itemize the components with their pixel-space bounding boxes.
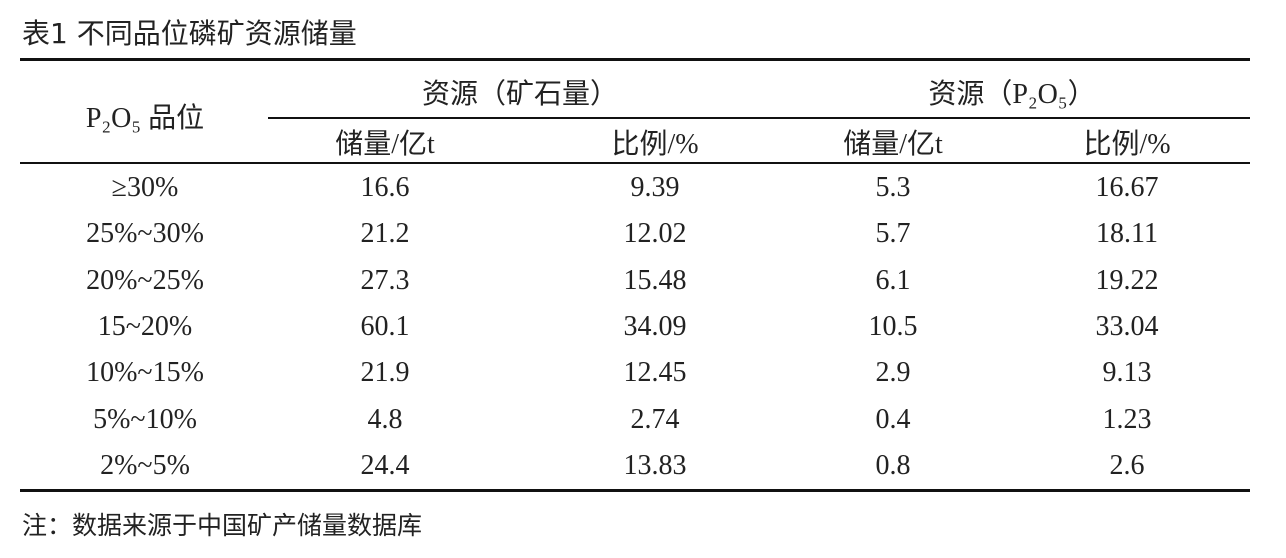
table-cell: 21.9: [360, 357, 410, 389]
table-cell: 2.6: [1109, 449, 1145, 481]
table-cell: 16.6: [360, 172, 410, 203]
table-cell: 27.3: [360, 264, 410, 296]
table-cell: 12.02: [623, 218, 687, 250]
table-cell: 21.2: [360, 218, 410, 250]
subheader-cell: 比例/%: [611, 129, 699, 160]
header-cell: P₂O₅ 品位: [85, 103, 205, 134]
row-header: ≥30%: [111, 172, 179, 203]
header-group: 资源（P₂O₅）: [928, 79, 1096, 110]
table-cell: 5.3: [875, 172, 911, 203]
row-header: 10%~15%: [86, 357, 204, 389]
table-cell: 2.74: [630, 403, 680, 435]
table-cell: 0.4: [875, 403, 911, 435]
table-cell: 33.04: [1095, 310, 1159, 342]
bottom-rule: [20, 489, 1250, 492]
table-cell: 1.23: [1102, 403, 1152, 435]
table-cell: 18.11: [1096, 218, 1158, 250]
subheader-cell: 比例/%: [1083, 129, 1171, 160]
header-rule: [20, 162, 1250, 164]
table-cell: 2.9: [875, 357, 911, 389]
table-cell: 9.13: [1102, 357, 1152, 389]
table-cell: 0.8: [875, 449, 911, 481]
table-note: 注：数据来源于中国矿产储量数据库: [22, 511, 423, 540]
header-group: 资源（矿石量）: [421, 79, 619, 110]
table-cell: 60.1: [360, 310, 410, 342]
table-cell: 6.1: [875, 264, 911, 296]
table-cell: 10.5: [868, 310, 918, 342]
row-header: 5%~10%: [93, 403, 197, 435]
table-cell: 5.7: [875, 218, 911, 250]
sub-rule: [268, 117, 1250, 119]
table-cell: 34.09: [623, 310, 687, 342]
table-cell: 19.22: [1095, 264, 1159, 296]
table-title: 表1 不同品位磷矿资源储量: [22, 17, 357, 50]
table-cell: 4.8: [367, 403, 403, 435]
table-cell: 15.48: [623, 264, 687, 296]
table-cell: 9.39: [630, 172, 680, 203]
table-cell: 16.67: [1095, 172, 1159, 203]
table-cell: 24.4: [360, 449, 410, 481]
row-header: 25%~30%: [86, 218, 204, 250]
table-cell: 13.83: [623, 449, 687, 481]
row-header: 2%~5%: [100, 449, 190, 481]
subheader-cell: 储量/亿t: [335, 129, 435, 160]
table-cell: 12.45: [623, 357, 687, 389]
row-header: 15~20%: [97, 310, 193, 342]
subheader-cell: 储量/亿t: [843, 129, 943, 160]
top-rule: [20, 58, 1250, 61]
row-header: 20%~25%: [86, 264, 204, 296]
